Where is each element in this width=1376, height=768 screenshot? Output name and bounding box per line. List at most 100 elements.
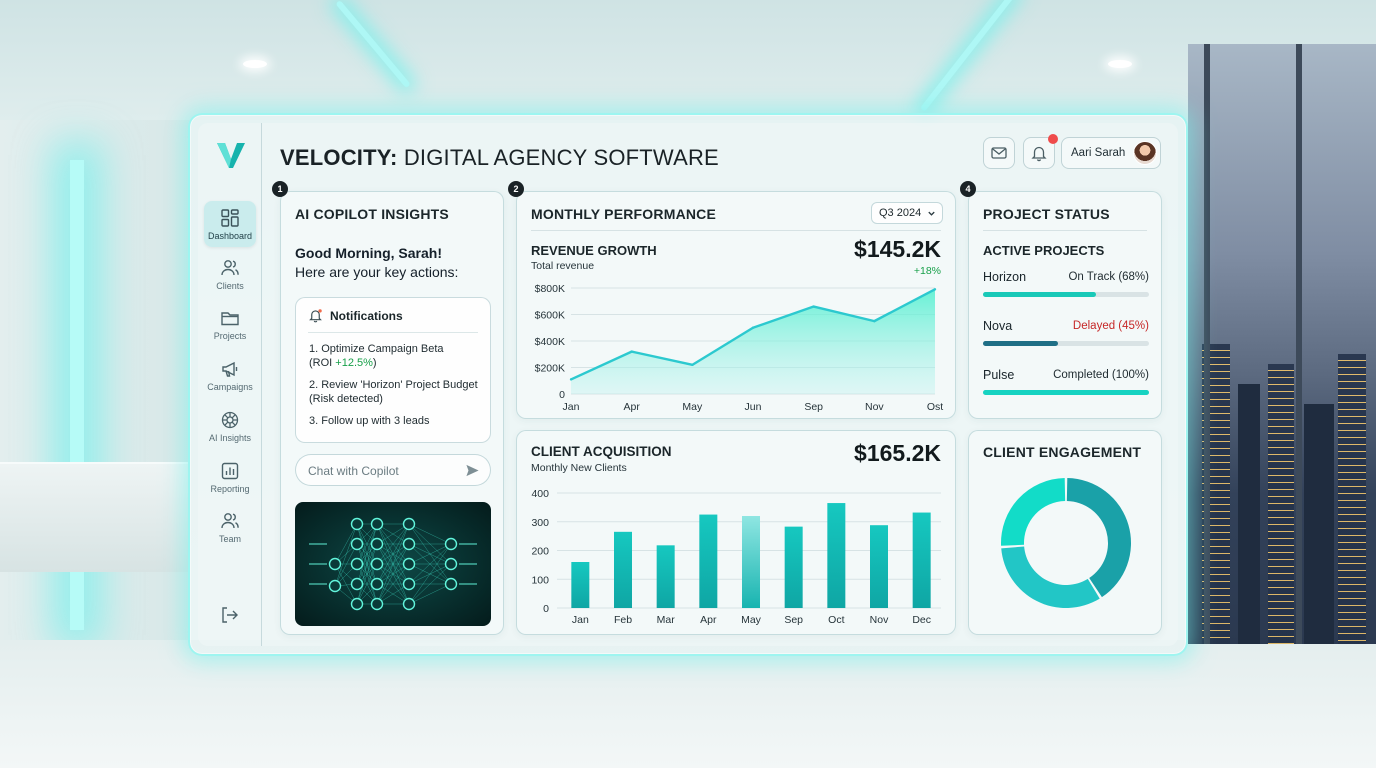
notifications-header: Notifications — [308, 308, 403, 323]
y-tick-label: $600K — [535, 310, 565, 322]
network-node — [444, 577, 458, 591]
sidebar-item-campaigns[interactable]: Campaigns — [204, 352, 256, 398]
y-tick-label: $200K — [535, 363, 565, 375]
team-icon — [221, 512, 239, 528]
period-value: Q3 2024 — [879, 207, 922, 219]
y-tick-label: 0 — [543, 603, 549, 615]
ceiling-spotlight — [1108, 60, 1132, 68]
data-point — [751, 326, 755, 329]
background-desk — [0, 462, 190, 572]
action-detail: (Risk detected) — [309, 393, 383, 405]
page-title: VELOCITY: DIGITAL AGENCY SOFTWARE — [280, 145, 719, 171]
velocity-logo-icon — [217, 143, 245, 168]
greeting-subline: Here are your key actions: — [295, 264, 459, 280]
sidebar-item-team[interactable]: Team — [204, 504, 256, 550]
neural-network-illustration — [295, 502, 491, 626]
users-icon — [221, 259, 239, 275]
window-frame — [1296, 44, 1302, 644]
sidebar-item-ai-insights[interactable]: AI Insights — [204, 403, 256, 449]
section-badge: 2 — [508, 181, 524, 197]
network-node — [350, 577, 364, 591]
megaphone-icon — [222, 361, 238, 377]
sidebar: Dashboard Clients Projects Campai — [198, 123, 262, 646]
card-title: PROJECT STATUS — [983, 206, 1110, 222]
network-node — [370, 557, 384, 571]
x-tick-label: Apr — [623, 401, 640, 413]
network-node — [402, 557, 416, 571]
network-connection — [408, 523, 452, 545]
bar — [912, 512, 931, 608]
engagement-donut-chart — [1001, 478, 1131, 608]
revenue-value: $145.2K — [854, 236, 941, 262]
user-profile-button[interactable]: Aari Sarah — [1061, 137, 1161, 169]
area-fill — [571, 289, 935, 394]
sidebar-item-dashboard[interactable]: Dashboard — [204, 201, 256, 247]
card-title: MONTHLY PERFORMANCE — [531, 206, 717, 222]
notifications-title: Notifications — [330, 308, 403, 323]
logout-icon[interactable] — [219, 605, 239, 625]
x-tick-label: Dec — [912, 614, 931, 626]
copilot-chat-input[interactable]: Chat with Copilot — [295, 454, 491, 486]
action-detail: (ROI +12.5%) — [309, 357, 377, 369]
section-badge: 4 — [960, 181, 976, 197]
acquisition-caption: Monthly New Clients — [531, 462, 627, 474]
sidebar-item-label: AI Insights — [208, 432, 252, 443]
network-node — [328, 579, 342, 593]
notifications-button[interactable] — [1023, 134, 1058, 169]
greeting-line: Good Morning, Sarah! — [295, 245, 442, 261]
action-text: 2. Review 'Horizon' Project Budget — [309, 379, 478, 391]
network-connection — [408, 543, 452, 565]
greeting: Good Morning, Sarah! Here are your key a… — [295, 244, 458, 282]
network-connection — [408, 543, 452, 605]
city-building — [1268, 364, 1294, 644]
sidebar-item-label: Team — [218, 533, 241, 544]
list-item[interactable]: 3. Follow up with 3 leads — [309, 414, 485, 428]
data-point — [630, 350, 633, 353]
avatar — [1133, 141, 1158, 165]
y-tick-label: 400 — [531, 488, 549, 500]
client-engagement-card: CLIENT ENGAGEMENT — [968, 430, 1162, 635]
x-tick-label: Sep — [784, 614, 803, 626]
x-tick-label: May — [682, 401, 703, 413]
brand-name: VELOCITY: — [280, 145, 398, 170]
bar — [699, 514, 718, 608]
network-connection — [376, 583, 410, 605]
mail-button[interactable] — [983, 137, 1015, 169]
sidebar-item-projects[interactable]: Projects — [204, 301, 256, 347]
data-point — [873, 319, 876, 323]
send-icon[interactable] — [465, 463, 480, 478]
grid-icon — [221, 208, 239, 227]
sidebar-item-reporting[interactable]: Reporting — [204, 454, 256, 500]
project-name: Pulse — [983, 368, 1015, 382]
sidebar-item-label: Reporting — [210, 483, 250, 494]
project-status-text: On Track (68%) — [1068, 271, 1149, 283]
x-tick-label: Apr — [700, 614, 717, 626]
progress-track — [983, 292, 1149, 297]
action-text: 1. Optimize Campaign Beta — [309, 343, 444, 355]
network-node — [370, 517, 384, 531]
donut-slice — [1001, 478, 1066, 546]
revenue-delta: +18% — [913, 265, 941, 277]
sidebar-item-clients[interactable]: Clients — [204, 251, 256, 297]
data-point — [691, 363, 694, 367]
donut-slice — [1066, 478, 1131, 598]
y-tick-label: 0 — [559, 389, 565, 401]
y-tick-label: 300 — [531, 517, 549, 529]
dashboard-surface: Dashboard Clients Projects Campai — [198, 123, 1178, 646]
period-select[interactable]: Q3 2024 — [871, 202, 943, 224]
bar — [870, 525, 888, 608]
user-name: Aari Sarah — [1071, 147, 1126, 159]
network-connection — [334, 523, 358, 565]
progress-track — [983, 390, 1149, 395]
project-status-card: PROJECT STATUS ACTIVE PROJECTS Horizon O… — [968, 191, 1162, 419]
notification-dot — [1048, 134, 1058, 144]
x-tick-label: Jan — [572, 614, 589, 626]
client-acquisition-card: CLIENT ACQUISITION Monthly New Clients $… — [516, 430, 956, 635]
network-node — [370, 597, 384, 611]
list-item[interactable]: 2. Review 'Horizon' Project Budget (Risk… — [309, 378, 485, 406]
active-projects-title: ACTIVE PROJECTS — [983, 243, 1105, 258]
list-item[interactable]: 1. Optimize Campaign Beta (ROI +12.5%) — [309, 342, 485, 370]
data-point — [933, 288, 937, 291]
card-title: CLIENT ENGAGEMENT — [983, 444, 1142, 460]
